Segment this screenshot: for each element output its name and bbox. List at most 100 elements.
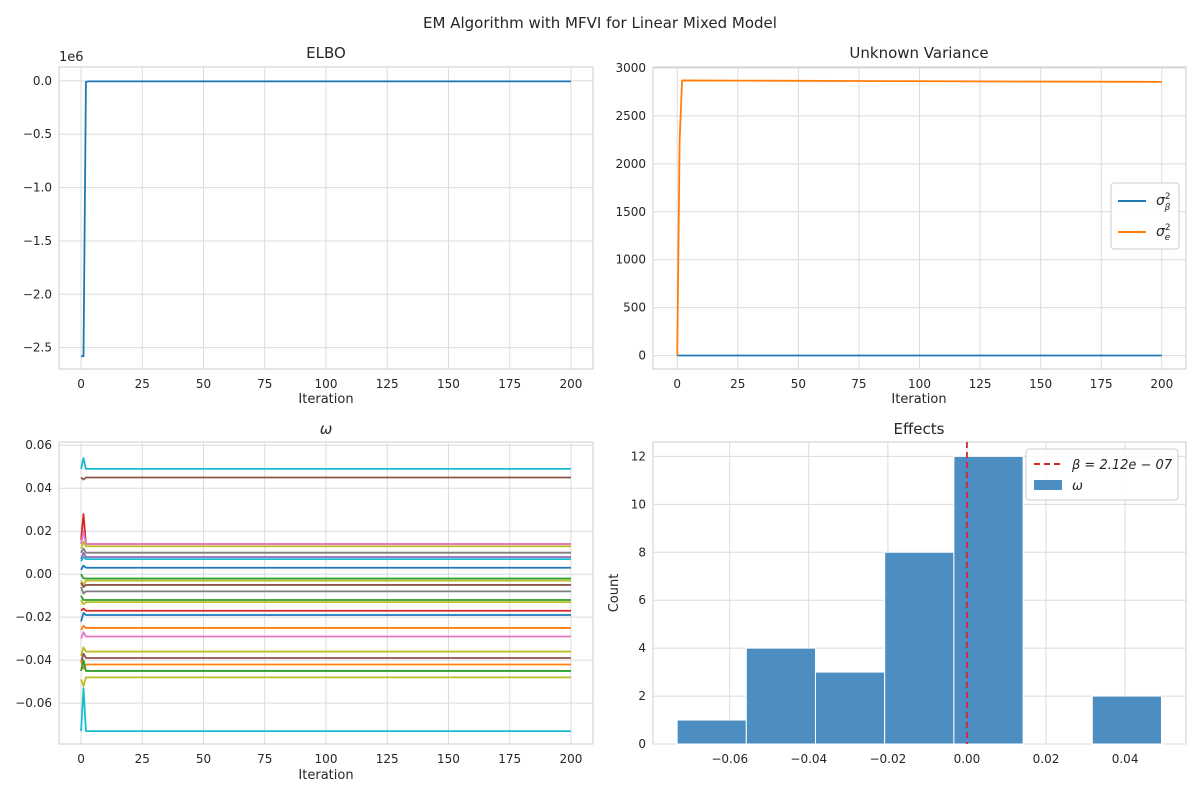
effects-xtick-label-2: −0.02	[869, 752, 906, 766]
variance-ytick-label-2: 1000	[615, 253, 646, 267]
elbo-lines	[81, 80, 571, 358]
effects-ytick-label-4: 8	[638, 545, 646, 559]
effects-ytick-label-3: 6	[638, 593, 646, 607]
variance-ytick-label-6: 3000	[615, 61, 646, 75]
elbo-xtick-label-7: 175	[498, 377, 521, 391]
omega-xtick-label-4: 100	[315, 752, 338, 766]
omega-ytick-label-3: 0.00	[25, 567, 52, 581]
effects-bar-0	[676, 719, 747, 745]
elbo-series-line-0	[81, 80, 571, 358]
elbo-xtick-label-2: 50	[196, 377, 211, 391]
omega-ytick-label-0: −0.06	[15, 696, 52, 710]
variance-xtick-label-4: 100	[908, 377, 931, 391]
omega-trace-line-4	[80, 541, 571, 549]
effects-bars	[676, 455, 1162, 745]
effects-legend-label-beta: β = 2.12e − 07	[1071, 458, 1173, 473]
omega-trace-line-17	[80, 624, 571, 631]
omega-trace-line-9	[80, 573, 571, 580]
omega-trace-line-13	[80, 595, 571, 601]
elbo-offset-text: 1e6	[59, 50, 84, 65]
elbo-xlabel: Iteration	[298, 392, 353, 407]
elbo-xtick-label-3: 75	[257, 377, 272, 391]
variance-xtick-label-3: 75	[851, 377, 866, 391]
effects-bar-2	[815, 671, 886, 745]
omega-trace-line-6	[80, 551, 571, 560]
variance-xtick-label-8: 200	[1150, 377, 1173, 391]
variance-ytick-label-5: 2500	[615, 109, 646, 123]
omega-trace-line-5	[80, 547, 571, 554]
elbo-ytick-label-2: −1.0	[23, 181, 52, 195]
variance-legend: σ2 β σ2 e	[1110, 182, 1180, 250]
effects-bar-4	[953, 455, 1024, 745]
omega-panel: 0 25 50 75 100 125 150 175 200 −0.06 −0.04 −0.02 0.0…	[15, 420, 594, 783]
elbo-xtick-label-4: 100	[315, 377, 338, 391]
omega-xtick-label-0: 0	[77, 752, 85, 766]
variance-series-line-1	[676, 79, 1162, 356]
omega-xtick-label-7: 175	[498, 752, 521, 766]
omega-trace-line-3	[80, 530, 571, 545]
effects-xtick-label-4: 0.02	[1033, 752, 1060, 766]
elbo-xtick-label-6: 150	[437, 377, 460, 391]
effects-bar-3	[884, 551, 955, 745]
variance-lines	[676, 79, 1162, 357]
omega-trace-line-20	[80, 652, 571, 663]
effects-ytick-label-1: 2	[638, 689, 646, 703]
effects-xtick-label-1: −0.04	[790, 752, 827, 766]
omega-ytick-label-5: 0.04	[25, 481, 52, 495]
omega-trace-line-1	[80, 476, 571, 481]
elbo-ytick-label-5: −2.5	[23, 341, 52, 355]
effects-legend-label-omega: ω	[1072, 479, 1083, 494]
omega-ytick-label-6: 0.06	[25, 438, 52, 452]
effects-xtick-label-0: −0.06	[711, 752, 748, 766]
elbo-ticks: 0 25 50 75 100 125 150 175 200 0.0 −0.5 −1.0 −1.5 −2.…	[23, 74, 583, 391]
effects-panel: −0.06 −0.04 −0.02 0.00 0.02 0.04 0 2 4 6 8 10 12 Eff…	[607, 420, 1187, 766]
omega-ytick-label-1: −0.04	[15, 653, 52, 667]
omega-xlabel: Iteration	[298, 768, 353, 783]
elbo-xtick-label-1: 25	[135, 377, 150, 391]
omega-title: ω	[320, 420, 333, 438]
effects-ytick-label-6: 12	[631, 449, 646, 463]
variance-ytick-label-4: 2000	[615, 157, 646, 171]
elbo-ytick-label-4: −2.0	[23, 287, 52, 301]
omega-trace-line-12	[80, 586, 571, 595]
effects-ylabel: Count	[607, 574, 622, 613]
omega-trace-line-22	[80, 659, 571, 672]
omega-grid	[59, 442, 593, 744]
effects-ytick-label-2: 4	[638, 641, 646, 655]
omega-xtick-label-5: 125	[376, 752, 399, 766]
effects-bar-6	[1091, 695, 1162, 745]
omega-xtick-label-2: 50	[196, 752, 211, 766]
effects-title: Effects	[894, 420, 945, 438]
variance-xtick-label-7: 175	[1090, 377, 1113, 391]
effects-ticks: −0.06 −0.04 −0.02 0.00 0.02 0.04 0 2 4 6 8 10 12	[631, 449, 1139, 766]
effects-legend-swatch-omega	[1034, 480, 1062, 490]
omega-trace-line-14	[80, 599, 571, 606]
omega-xtick-label-1: 25	[135, 752, 150, 766]
effects-xtick-label-5: 0.04	[1112, 752, 1139, 766]
omega-trace-line-18	[80, 631, 571, 639]
omega-ytick-label-2: −0.02	[15, 610, 52, 624]
variance-xtick-label-1: 25	[730, 377, 745, 391]
variance-ticks: 0 25 50 75 100 125 150 175 200050010001500200025…	[615, 61, 1173, 391]
omega-xtick-label-8: 200	[560, 752, 583, 766]
omega-xtick-label-3: 75	[257, 752, 272, 766]
effects-xtick-label-3: 0.00	[954, 752, 981, 766]
variance-xtick-label-2: 50	[791, 377, 806, 391]
variance-panel: 0 25 50 75 100 125 150 175 200050010001500200025…	[615, 44, 1187, 407]
effects-ytick-label-0: 0	[638, 737, 646, 751]
omega-trace-line-16	[80, 611, 571, 622]
omega-trace-line-8	[80, 564, 571, 571]
elbo-ytick-label-0: 0.0	[33, 74, 52, 88]
omega-trace-line-7	[80, 556, 571, 562]
variance-legend-label-sigma-beta: σ2 β	[1156, 192, 1171, 213]
elbo-title: ELBO	[306, 44, 346, 62]
elbo-ytick-label-1: −0.5	[23, 127, 52, 141]
variance-ytick-label-3: 1500	[615, 205, 646, 219]
effects-legend: β = 2.12e − 07 ω	[1025, 448, 1179, 501]
effects-ytick-label-5: 10	[631, 497, 646, 511]
omega-ytick-label-4: 0.02	[25, 524, 52, 538]
effects-legend-box	[1025, 448, 1179, 501]
elbo-xtick-label-0: 0	[77, 377, 85, 391]
omega-trace-line-19	[80, 646, 571, 657]
figure-suptitle: EM Algorithm with MFVI for Linear Mixed …	[423, 14, 777, 32]
